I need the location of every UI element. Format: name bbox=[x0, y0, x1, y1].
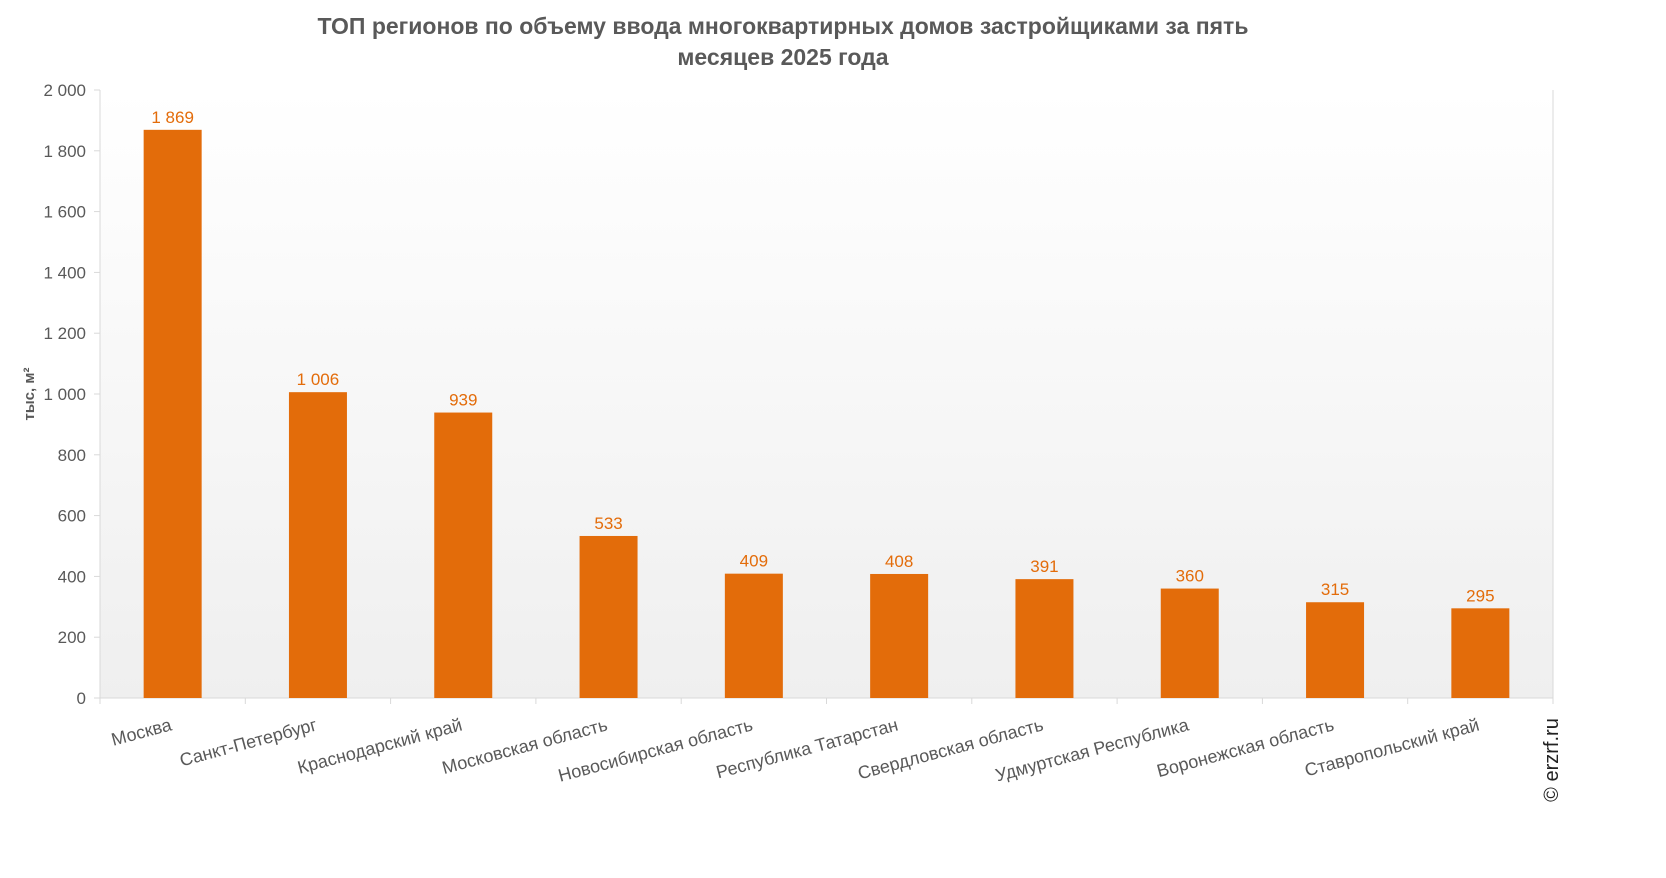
y-tick-label: 2 000 bbox=[43, 81, 86, 100]
bar bbox=[434, 412, 493, 698]
y-axis-label: тыс, м² bbox=[21, 368, 38, 421]
data-label: 295 bbox=[1466, 586, 1494, 605]
y-tick-label: 0 bbox=[77, 689, 86, 708]
chart-title-line-2: месяцев 2025 года bbox=[677, 44, 888, 70]
data-label: 315 bbox=[1321, 580, 1349, 599]
y-tick-label: 400 bbox=[58, 567, 86, 586]
data-label: 1 006 bbox=[297, 370, 340, 389]
y-tick-label: 1 000 bbox=[43, 385, 86, 404]
y-tick-label: 1 400 bbox=[43, 263, 86, 282]
bar bbox=[1451, 608, 1510, 698]
chart-title-line-1: ТОП регионов по объему ввода многокварти… bbox=[318, 13, 1249, 39]
y-tick-label: 1 600 bbox=[43, 203, 86, 222]
data-label: 939 bbox=[449, 391, 477, 410]
bar bbox=[1160, 588, 1219, 698]
bar bbox=[579, 535, 638, 698]
data-label: 391 bbox=[1030, 557, 1058, 576]
x-tick-label: Москва bbox=[109, 714, 174, 749]
watermark: © erzrf.ru bbox=[1541, 718, 1563, 802]
x-tick-label: Краснодарский край bbox=[295, 715, 464, 778]
bar bbox=[724, 573, 783, 698]
bar bbox=[1015, 579, 1074, 698]
y-tick-label: 600 bbox=[58, 507, 86, 526]
data-label: 1 869 bbox=[151, 108, 194, 127]
bar bbox=[143, 129, 202, 699]
data-label: 409 bbox=[740, 552, 768, 571]
y-tick-label: 1 800 bbox=[43, 142, 86, 161]
y-tick-label: 1 200 bbox=[43, 324, 86, 343]
data-label: 408 bbox=[885, 552, 913, 571]
bar bbox=[870, 573, 929, 698]
bar bbox=[1306, 602, 1365, 698]
y-tick-label: 800 bbox=[58, 446, 86, 465]
data-label: 360 bbox=[1176, 567, 1204, 586]
bar bbox=[288, 392, 347, 698]
data-label: 533 bbox=[594, 514, 622, 533]
y-tick-label: 200 bbox=[58, 628, 86, 647]
